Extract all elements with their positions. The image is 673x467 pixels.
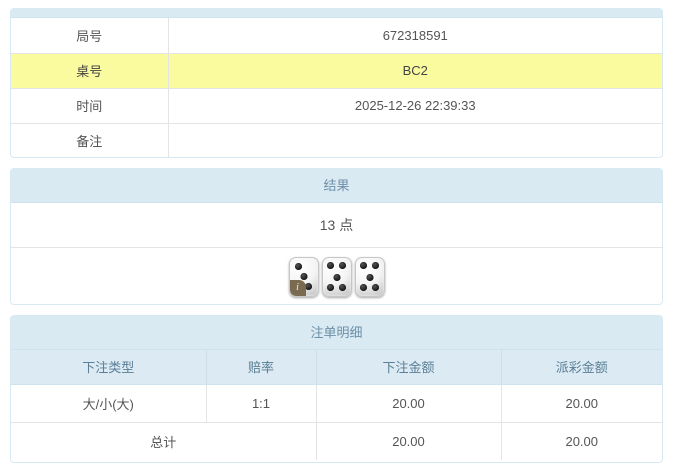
info-label-remark: 备注 <box>11 123 169 157</box>
cell-odds: 1:1 <box>206 384 317 423</box>
card-top-strip <box>11 9 662 18</box>
cell-bet-amount: 20.00 <box>316 384 502 423</box>
info-badge-icon[interactable]: i <box>289 279 306 296</box>
table-row: 大/小(大) 1:1 20.00 20.00 <box>11 384 662 423</box>
cell-total-payout: 20.00 <box>565 433 599 449</box>
info-value-table-no: BC2 <box>168 53 662 89</box>
dice-row: i <box>11 248 662 304</box>
column-header-odds: 赔率 <box>206 350 317 385</box>
round-info-card: 局号 672318591 桌号 BC2 时间 2025-12-26 22:39:… <box>10 8 663 158</box>
result-points-value: 13 点 <box>11 203 662 248</box>
column-header-payout: 派彩金额 <box>501 350 662 385</box>
table-row: 时间 2025-12-26 22:39:33 <box>11 88 662 124</box>
die-pip <box>371 262 379 270</box>
cell-total-label: 总计 <box>11 422 317 460</box>
cell-payout: 20.00 <box>501 384 662 423</box>
table-row: 备注 <box>11 123 662 157</box>
die-pip <box>327 262 335 270</box>
die-pip <box>360 262 368 270</box>
die-3 <box>354 256 385 297</box>
table-row: 桌号 BC2 <box>11 53 662 89</box>
die-2 <box>321 256 352 297</box>
info-label-round-no: 局号 <box>11 18 169 54</box>
bet-details-table: 下注类型 赔率 下注金额 派彩金额 大/小(大) 1:1 20.00 20.00… <box>11 350 662 460</box>
info-value-round-no: 672318591 <box>168 18 662 54</box>
die-1: i <box>288 256 319 297</box>
table-header-row: 下注类型 赔率 下注金额 派彩金额 <box>11 350 662 385</box>
die-pip <box>327 283 335 291</box>
die-pip <box>333 274 340 282</box>
info-label-table-no: 桌号 <box>11 53 169 89</box>
cell-total-bet-amount: 20.00 <box>316 422 502 460</box>
column-header-bet-type: 下注类型 <box>11 350 207 385</box>
bet-details-header: 注单明细 <box>11 316 662 350</box>
die-pip <box>338 262 346 270</box>
round-info-table: 局号 672318591 桌号 BC2 时间 2025-12-26 22:39:… <box>11 18 662 157</box>
table-row: 局号 672318591 <box>11 18 662 54</box>
result-card-header: 结果 <box>11 169 662 203</box>
info-value-remark <box>168 123 662 157</box>
result-card: 结果 13 点 i <box>10 168 663 305</box>
die-pip <box>366 274 373 282</box>
die-pip <box>338 283 346 291</box>
die-pip <box>360 283 368 291</box>
bet-details-card: 注单明细 下注类型 赔率 下注金额 派彩金额 大/小(大) 1:1 20.00 … <box>10 315 663 463</box>
die-pip <box>371 283 379 291</box>
die-pip <box>300 273 307 281</box>
die-pip <box>304 283 312 291</box>
column-header-bet-amount: 下注金额 <box>316 350 502 385</box>
info-label-time: 时间 <box>11 88 169 124</box>
info-value-time: 2025-12-26 22:39:33 <box>168 88 662 124</box>
cell-bet-type: 大/小(大) <box>11 384 207 423</box>
table-total-row: 总计 20.00 20.00 <box>11 422 662 460</box>
die-pip <box>295 262 303 270</box>
